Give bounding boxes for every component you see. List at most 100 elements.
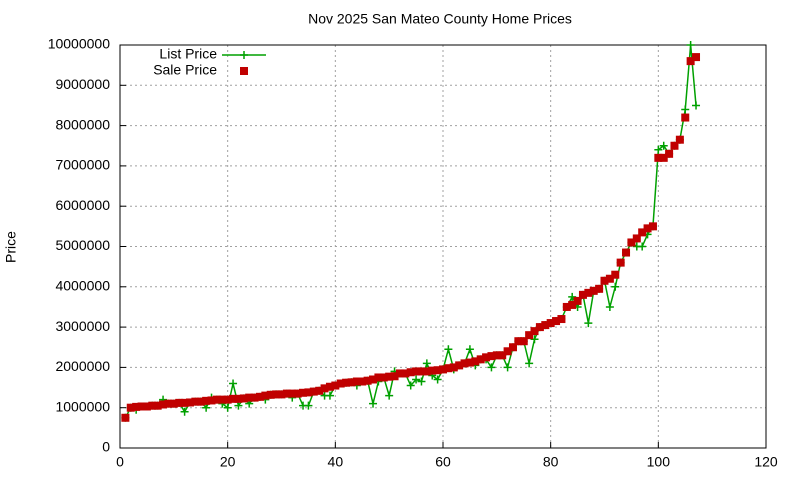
x-tick-label: 80	[543, 454, 559, 470]
y-tick-label: 10000000	[48, 36, 111, 52]
data-point	[422, 359, 431, 368]
data-point	[595, 284, 604, 293]
data-point	[417, 367, 426, 376]
data-point	[126, 403, 135, 412]
data-point	[229, 394, 238, 403]
data-point	[444, 364, 453, 373]
data-point	[261, 391, 270, 400]
data-point	[412, 375, 421, 384]
data-point	[422, 367, 431, 376]
data-point	[223, 395, 232, 404]
data-point	[503, 363, 512, 372]
data-point	[148, 401, 157, 410]
data-point	[390, 372, 399, 381]
data-point	[439, 365, 447, 374]
data-point	[487, 363, 496, 372]
data-point	[519, 337, 528, 346]
data-point	[573, 296, 582, 305]
data-point	[525, 359, 534, 368]
data-point	[508, 343, 517, 352]
data-point	[288, 389, 297, 398]
data-point	[191, 397, 200, 406]
data-point	[369, 399, 378, 408]
data-point	[180, 398, 189, 407]
data-point	[616, 258, 625, 267]
data-point	[433, 366, 442, 375]
data-point	[659, 153, 668, 162]
data-point	[584, 319, 593, 328]
data-point	[622, 248, 631, 257]
data-point	[525, 331, 534, 340]
y-tick-label: 9000000	[55, 76, 110, 92]
data-point	[476, 355, 485, 364]
data-point	[562, 302, 571, 311]
y-tick-label: 8000000	[55, 116, 110, 132]
data-point	[142, 402, 151, 411]
y-tick-label: 1000000	[55, 398, 110, 414]
data-point	[681, 105, 690, 114]
data-point	[648, 222, 657, 231]
data-point	[385, 391, 394, 400]
data-point	[250, 393, 259, 402]
data-point	[315, 386, 324, 395]
data-point	[428, 366, 437, 375]
data-point	[132, 402, 141, 411]
data-point	[272, 390, 281, 399]
data-point	[546, 319, 555, 328]
data-point	[611, 270, 620, 279]
data-point	[320, 384, 329, 393]
data-point	[406, 368, 415, 377]
data-point	[568, 300, 577, 309]
data-point	[218, 395, 227, 404]
data-point	[159, 400, 168, 409]
data-point	[487, 352, 496, 361]
data-point	[659, 141, 668, 150]
data-point	[282, 389, 291, 398]
data-point	[164, 399, 173, 408]
y-tick-label: 0	[102, 439, 110, 455]
data-point	[234, 394, 243, 403]
data-point	[137, 402, 146, 411]
data-point	[185, 398, 194, 407]
legend-label: Sale Price	[153, 62, 217, 78]
data-point	[277, 390, 286, 399]
data-point	[654, 145, 663, 154]
data-point	[449, 363, 458, 372]
data-point	[681, 113, 690, 122]
data-point	[557, 315, 566, 324]
data-point	[293, 389, 302, 398]
data-point	[325, 382, 334, 391]
data-point	[196, 397, 205, 406]
y-tick-label: 3000000	[55, 318, 110, 334]
data-point	[223, 403, 232, 412]
plot-border	[119, 44, 767, 449]
x-tick-label: 100	[647, 454, 671, 470]
data-point	[180, 407, 189, 416]
data-point	[202, 396, 211, 405]
data-point	[692, 101, 701, 110]
data-point	[369, 375, 378, 384]
x-tick-label: 60	[435, 454, 451, 470]
data-point	[406, 381, 415, 390]
legend-marker	[240, 51, 248, 59]
data-point	[336, 379, 345, 388]
data-point	[654, 153, 663, 162]
data-point	[589, 286, 598, 295]
data-point	[347, 378, 356, 387]
data-point	[503, 347, 512, 356]
x-tick-label: 20	[220, 454, 236, 470]
data-point	[379, 373, 388, 382]
data-point	[412, 367, 421, 376]
data-point	[417, 377, 426, 386]
data-point	[299, 388, 308, 397]
data-point	[239, 394, 248, 403]
data-point	[471, 357, 480, 366]
data-point	[207, 396, 216, 405]
data-point	[535, 323, 544, 332]
data-point	[670, 141, 679, 150]
x-tick-label: 0	[116, 454, 124, 470]
data-point	[169, 399, 178, 408]
x-tick-label: 40	[328, 454, 344, 470]
